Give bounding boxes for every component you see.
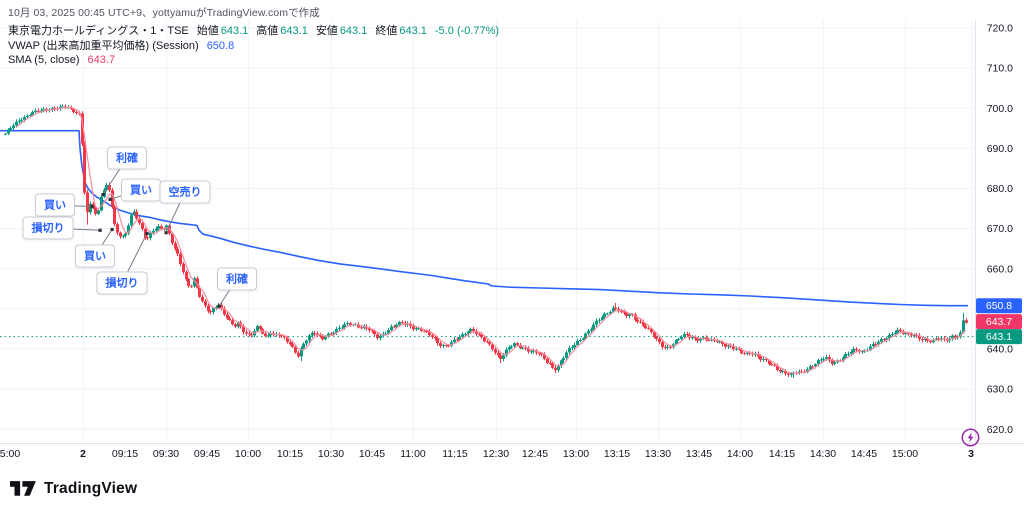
- axis-borders: [0, 20, 1024, 444]
- svg-text:640.0: 640.0: [987, 344, 1013, 356]
- svg-text:14:00: 14:00: [727, 448, 753, 460]
- svg-text:670.0: 670.0: [987, 223, 1013, 235]
- annotation-callout[interactable]: 利確: [217, 267, 257, 291]
- annotation-callout[interactable]: 買い: [75, 244, 115, 268]
- svg-text:10:00: 10:00: [235, 448, 261, 460]
- tradingview-logo[interactable]: TradingView: [10, 480, 137, 498]
- svg-text:13:00: 13:00: [563, 448, 589, 460]
- svg-text:10:15: 10:15: [277, 448, 303, 460]
- svg-text:09:30: 09:30: [153, 448, 179, 460]
- sma-name: SMA (5, close): [8, 54, 80, 66]
- low-label: 安値: [315, 25, 338, 37]
- price-axis-labels: 720.0 710.0 700.0 690.0 680.0 670.0 660.0 640.0…: [987, 23, 1013, 436]
- symbol-legend-row[interactable]: 東京電力ホールディングス・1・TSE 始値 643.1 高値 643.1 安値 643.1 終…: [8, 24, 499, 39]
- close-label: 終値: [375, 25, 398, 37]
- annotation-callout[interactable]: 損切り: [96, 271, 148, 295]
- svg-text:12:30: 12:30: [483, 448, 509, 460]
- svg-text:700.0: 700.0: [987, 103, 1013, 115]
- svg-text:10:30: 10:30: [318, 448, 344, 460]
- annotation-callout[interactable]: 買い: [121, 178, 161, 202]
- svg-text:643.1: 643.1: [986, 331, 1012, 343]
- legend: 東京電力ホールディングス・1・TSE 始値 643.1 高値 643.1 安値 643.1 終…: [8, 24, 499, 68]
- svg-text:11:15: 11:15: [442, 448, 468, 460]
- high-value: 643.1: [280, 25, 308, 37]
- sma-value: 643.7: [87, 54, 116, 66]
- svg-text:15:00: 15:00: [892, 448, 918, 460]
- svg-text:710.0: 710.0: [987, 63, 1013, 75]
- time-axis-labels: 5:00 2 09:15 09:30 09:45 10:00 10:15 10:30 10:45…: [0, 448, 974, 460]
- svg-text:13:30: 13:30: [645, 448, 671, 460]
- svg-text:2: 2: [80, 448, 86, 460]
- svg-text:09:15: 09:15: [112, 448, 138, 460]
- close-value: 643.1: [399, 25, 427, 37]
- time-axis[interactable]: [0, 443, 1024, 463]
- open-value: 643.1: [220, 25, 249, 37]
- low-value: 643.1: [339, 25, 368, 37]
- vwap-name: VWAP (出来高加重平均価格) (Session): [8, 39, 199, 52]
- svg-text:14:45: 14:45: [851, 448, 877, 460]
- sma-line: [15, 106, 967, 374]
- svg-text:12:45: 12:45: [522, 448, 548, 460]
- annotation-callout[interactable]: 買い: [35, 193, 75, 217]
- symbol-title: 東京電力ホールディングス・1・TSE: [8, 25, 189, 37]
- svg-text:620.0: 620.0: [987, 424, 1013, 436]
- annotation-callout[interactable]: 利確: [107, 146, 147, 170]
- change-value: -5.0 (-0.77%): [434, 25, 500, 37]
- high-label: 高値: [256, 25, 279, 37]
- instant-trading-button[interactable]: [960, 427, 981, 448]
- svg-text:5:00: 5:00: [0, 448, 20, 460]
- svg-text:643.7: 643.7: [986, 316, 1012, 328]
- creation-note: 10月 03, 2025 00:45 UTC+9、yottyamuがTradin…: [8, 7, 320, 19]
- open-label: 始値: [196, 25, 219, 37]
- vwap-value: 650.8: [206, 39, 235, 52]
- sma-legend-row[interactable]: SMA (5, close) 643.7: [8, 53, 499, 68]
- svg-text:10:45: 10:45: [359, 448, 385, 460]
- tradingview-logo-text: TradingView: [44, 480, 138, 497]
- annotation-callout[interactable]: 損切り: [22, 216, 74, 240]
- svg-text:680.0: 680.0: [987, 183, 1013, 195]
- tradingview-logo-icon: [10, 481, 36, 496]
- svg-text:660.0: 660.0: [987, 263, 1013, 275]
- price-axis[interactable]: [975, 0, 1024, 443]
- price-axis-badges: 650.8 643.7 643.1: [976, 298, 1022, 345]
- svg-text:13:15: 13:15: [604, 448, 630, 460]
- svg-text:11:00: 11:00: [400, 448, 426, 460]
- svg-text:720.0: 720.0: [987, 23, 1013, 35]
- svg-text:3: 3: [968, 448, 974, 460]
- svg-text:09:45: 09:45: [194, 448, 220, 460]
- svg-text:630.0: 630.0: [987, 384, 1013, 396]
- svg-text:13:45: 13:45: [686, 448, 712, 460]
- annotation-callout[interactable]: 空売り: [159, 180, 211, 204]
- svg-text:14:15: 14:15: [769, 448, 795, 460]
- svg-text:690.0: 690.0: [987, 143, 1013, 155]
- vwap-legend-row[interactable]: VWAP (出来高加重平均価格) (Session) 650.8: [8, 39, 499, 54]
- svg-text:650.8: 650.8: [986, 300, 1012, 312]
- lightning-icon: [961, 428, 980, 447]
- svg-text:14:30: 14:30: [810, 448, 836, 460]
